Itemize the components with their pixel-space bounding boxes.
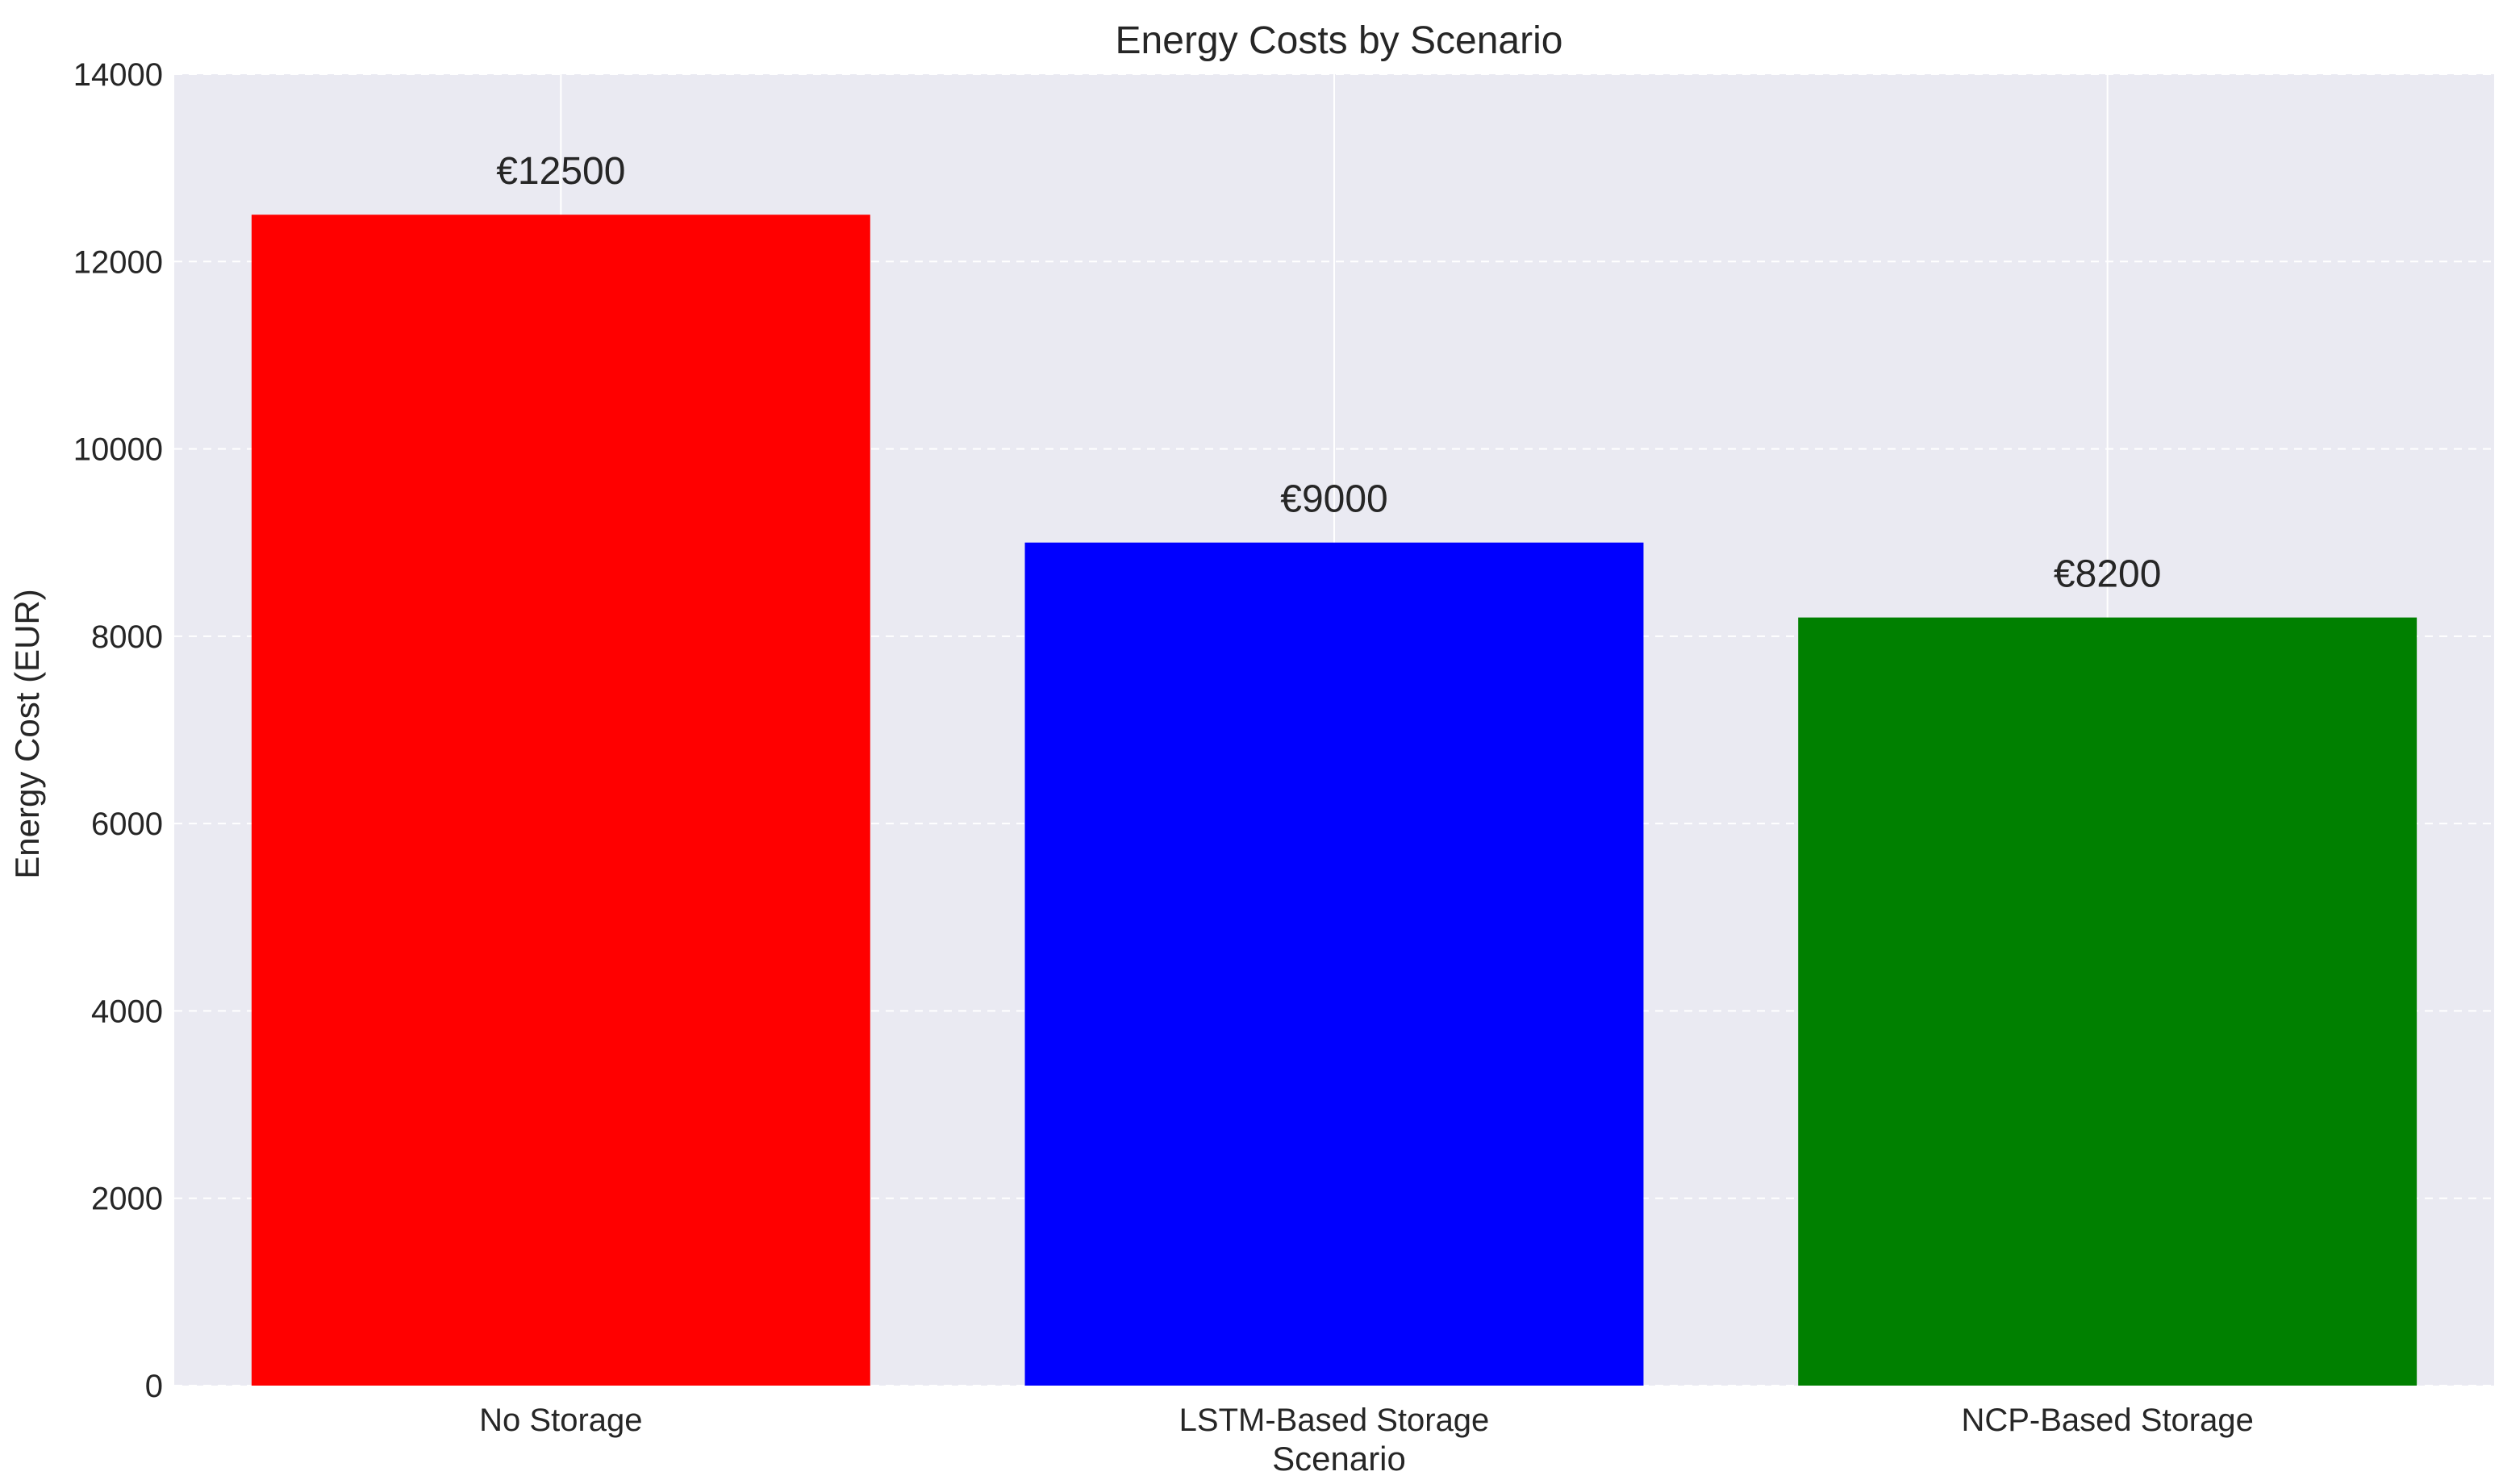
chart-title: Energy Costs by Scenario: [1116, 19, 1563, 62]
x-tick-label: LSTM-Based Storage: [1179, 1403, 1490, 1438]
bar-lstm-based-storage: [1024, 542, 1644, 1386]
x-axis-label: Scenario: [1272, 1440, 1406, 1478]
y-axis-ticks: 0 2000 4000 6000 8000 10000 12000 14000: [73, 57, 163, 1404]
bar-ncp-based-storage: [1798, 617, 2417, 1386]
y-tick-label: 10000: [73, 432, 163, 468]
y-tick-label: 2000: [91, 1182, 163, 1217]
y-tick-label: 6000: [91, 807, 163, 842]
y-tick-label: 8000: [91, 619, 163, 655]
y-axis-label: Energy Cost (EUR): [8, 589, 46, 878]
bar-no-storage: [251, 215, 870, 1386]
x-tick-label: NCP-Based Storage: [1961, 1403, 2253, 1438]
bars: [251, 215, 2417, 1386]
x-axis-ticks: No Storage LSTM-Based Storage NCP-Based St…: [479, 1403, 2254, 1438]
y-tick-label: 12000: [73, 244, 163, 280]
y-tick-label: 14000: [73, 57, 163, 93]
y-tick-label: 0: [145, 1369, 163, 1404]
y-tick-label: 4000: [91, 994, 163, 1029]
data-label: €8200: [2054, 553, 2161, 596]
data-labels: €12500 €9000 €8200: [496, 150, 2161, 595]
x-tick-label: No Storage: [479, 1403, 642, 1438]
data-label: €9000: [1280, 478, 1387, 521]
data-label: €12500: [496, 150, 625, 193]
